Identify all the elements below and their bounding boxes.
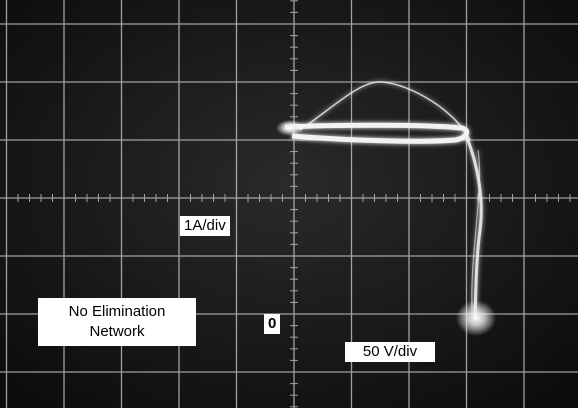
voltage-scale-label: 50 V/div [345, 342, 435, 362]
origin-label: 0 [264, 314, 280, 334]
condition-line: No Elimination [42, 302, 192, 322]
condition-label: No Elimination Network [38, 298, 196, 346]
current-scale-label: 1A/div [180, 216, 230, 236]
background [0, 0, 578, 408]
oscillogram [0, 0, 578, 408]
oscilloscope-screen: 1A/div No Elimination Network 0 50 V/div [0, 0, 578, 408]
condition-line: Network [42, 322, 192, 342]
bright-spot-left [276, 120, 304, 136]
bright-spot-bottom [456, 300, 496, 336]
